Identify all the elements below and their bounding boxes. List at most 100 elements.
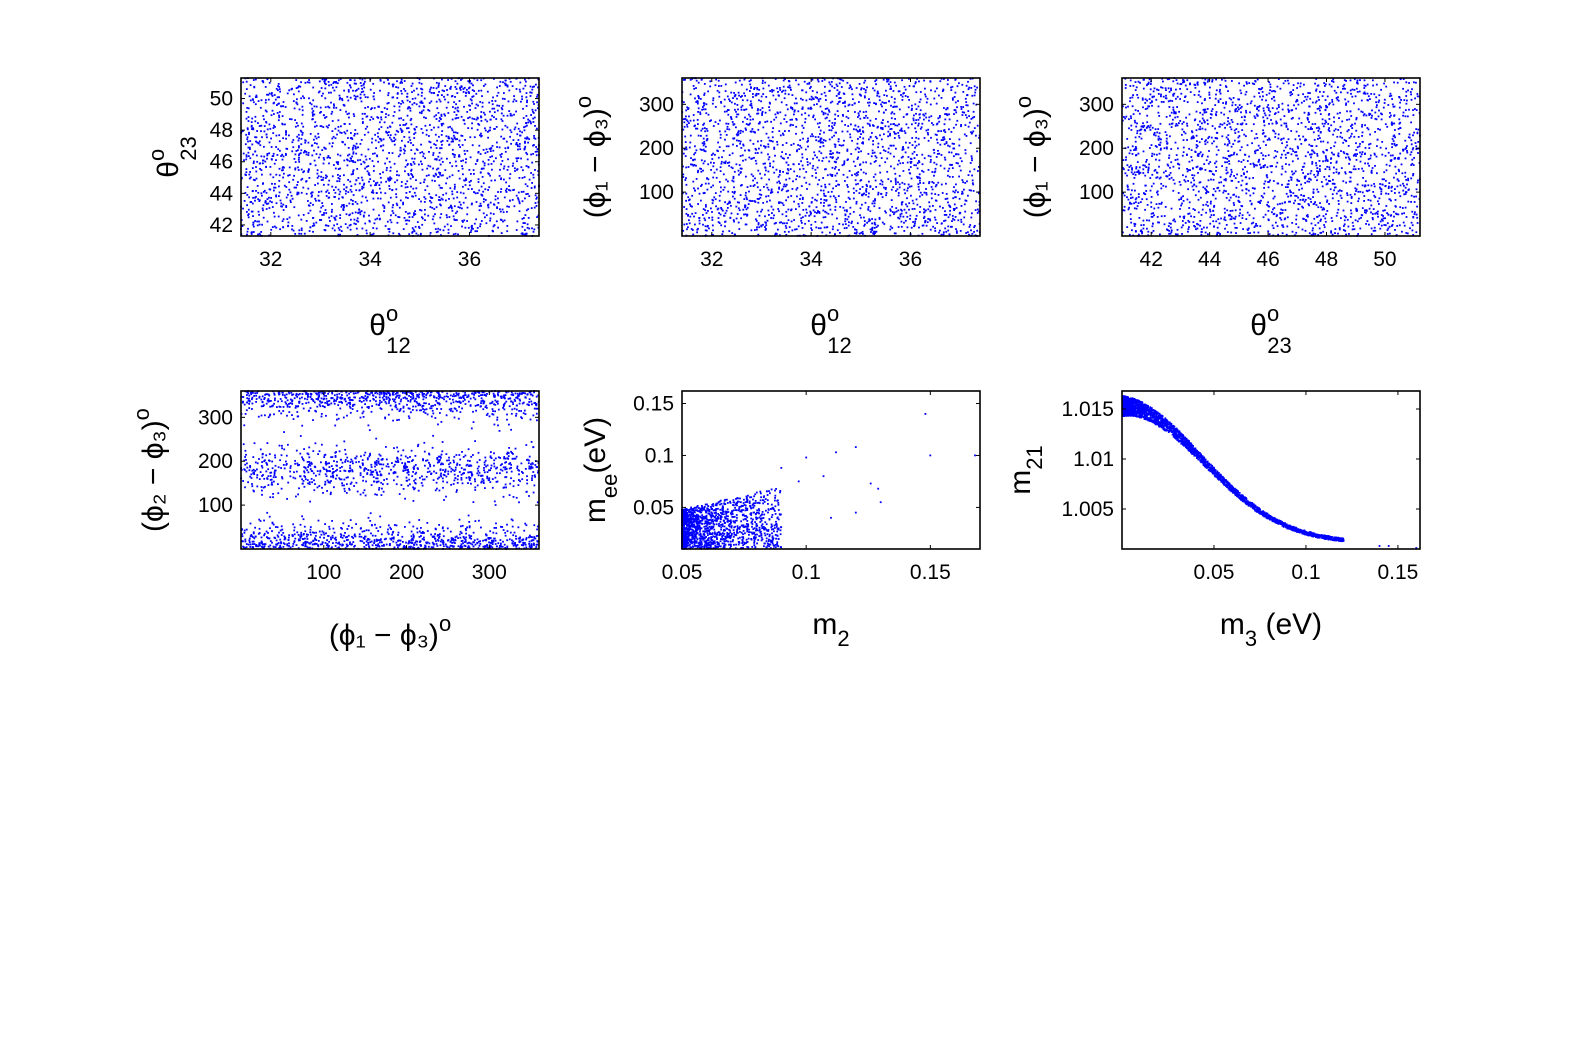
p1-point <box>482 182 485 185</box>
p1-point <box>395 86 397 88</box>
p2-point <box>750 158 753 160</box>
p2-point <box>782 132 784 135</box>
p1-point <box>327 126 329 129</box>
p2-point <box>856 173 859 176</box>
p1-point <box>503 165 506 168</box>
p2-point <box>839 232 841 234</box>
p2-point <box>771 212 773 214</box>
p2-point <box>928 119 930 122</box>
p2-point <box>902 148 905 151</box>
p1-point <box>265 165 267 168</box>
p2-point <box>882 119 884 121</box>
p1-point <box>260 192 263 195</box>
p3-point <box>1384 224 1387 227</box>
p2-point <box>960 221 963 223</box>
p2-point <box>952 217 954 220</box>
p1-point <box>400 92 403 95</box>
p2-point <box>760 151 763 154</box>
p1-point <box>248 146 251 149</box>
p1-point <box>265 99 267 101</box>
p1-point <box>321 205 324 207</box>
p1-point <box>324 82 326 85</box>
p2-point <box>732 177 735 180</box>
p1-point <box>477 104 479 107</box>
p1-ytick-label: 46 <box>210 151 233 174</box>
p1-point <box>319 111 321 114</box>
p2-point <box>890 188 893 191</box>
p1-point <box>395 129 398 132</box>
p2-point <box>731 191 734 193</box>
p2-point <box>691 205 693 208</box>
p1-point <box>311 111 314 114</box>
p1-point <box>492 213 495 215</box>
p2-point <box>971 94 974 97</box>
p1-point <box>509 189 512 192</box>
p1-point <box>448 175 451 178</box>
p2-point <box>919 127 922 130</box>
p2-point <box>686 106 689 109</box>
p2-point <box>925 188 927 190</box>
p3-point <box>1371 213 1374 215</box>
p2-point <box>829 173 832 176</box>
p1-point <box>424 209 426 211</box>
p1-point <box>533 116 536 119</box>
p2-point <box>898 183 901 186</box>
p2-point <box>970 118 973 120</box>
p1-point <box>471 127 473 130</box>
p1-point <box>404 165 407 168</box>
p1-point <box>458 144 460 146</box>
p1-point <box>337 168 340 170</box>
p1-point <box>438 135 440 138</box>
p3-point <box>1152 182 1155 185</box>
p3-point <box>1412 114 1415 116</box>
p1-point <box>425 117 427 119</box>
p2-point <box>961 114 964 116</box>
p1-point <box>462 91 465 93</box>
p2-point <box>855 87 858 89</box>
p2-point <box>689 205 692 207</box>
p2-point <box>868 98 870 100</box>
p1-point <box>413 212 415 214</box>
p1-point <box>333 224 335 227</box>
p2-point <box>685 223 688 225</box>
p1-point <box>409 163 412 165</box>
p2-point <box>948 233 951 236</box>
p2-point <box>839 78 841 81</box>
p2-point <box>908 99 910 101</box>
p3-point <box>1373 152 1376 155</box>
p2-point <box>922 170 925 173</box>
p2-point <box>715 168 718 171</box>
p2-point <box>790 106 792 109</box>
p1-point <box>429 165 432 168</box>
p3-point <box>1138 217 1141 219</box>
p2-point <box>807 145 809 148</box>
p2-point <box>711 158 714 160</box>
p2-point <box>689 134 692 137</box>
p2-point <box>703 127 706 129</box>
p2-point <box>974 88 977 91</box>
p1-point <box>486 151 489 153</box>
p3-point <box>1243 172 1245 175</box>
p2-point <box>711 216 714 219</box>
p3-point <box>1250 203 1253 206</box>
p2-point <box>913 164 916 167</box>
p3-point <box>1376 172 1378 175</box>
p1-point <box>296 98 298 101</box>
p2-point <box>735 126 737 129</box>
p2-point <box>925 224 928 227</box>
p2-point <box>727 113 730 116</box>
p2-point <box>765 132 768 135</box>
p1-point <box>533 85 535 88</box>
p2-point <box>911 152 914 155</box>
p2-point <box>836 103 839 105</box>
p1-point <box>336 180 339 183</box>
p2-point <box>754 147 757 150</box>
p1-point <box>354 201 357 203</box>
p2-point <box>934 167 937 170</box>
p3-point <box>1221 165 1223 167</box>
p1-point <box>420 94 423 97</box>
p2-point <box>731 152 734 155</box>
p2-point <box>705 128 708 130</box>
